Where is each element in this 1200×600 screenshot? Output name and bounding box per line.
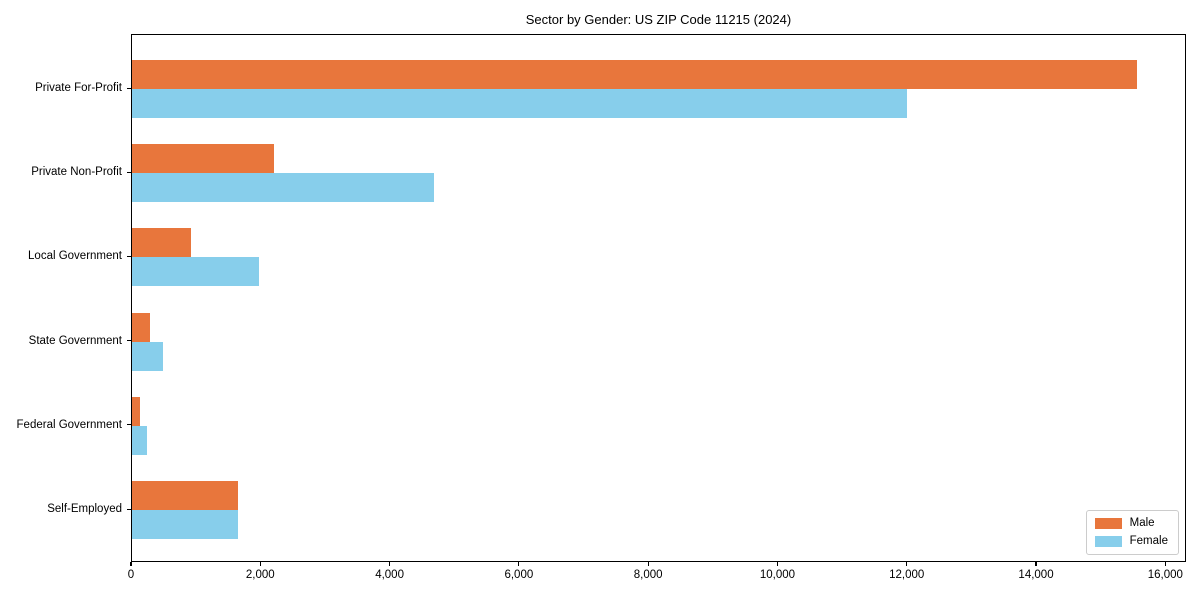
y-axis-label-local-government: Local Government xyxy=(28,250,122,263)
y-axis-label-private-for-profit: Private For-Profit xyxy=(35,82,122,94)
x-tick-label-0: 0 xyxy=(127,569,135,581)
x-tick-mark xyxy=(388,562,391,566)
legend: Male Female xyxy=(1085,510,1179,555)
x-tick-label-2000: 2,000 xyxy=(245,569,275,581)
x-tick-mark xyxy=(906,562,908,566)
x-tick-mark xyxy=(259,562,261,566)
x-tick-label-8000: 8,000 xyxy=(633,569,663,581)
bar-female-state-government xyxy=(132,341,163,371)
y-tick-mark xyxy=(127,340,131,342)
legend-swatch-female xyxy=(1094,536,1122,547)
legend-label-female: Female xyxy=(1129,535,1168,547)
chart-title: Sector by Gender: US ZIP Code 11215 (202… xyxy=(525,12,792,27)
bar-female-private-non-profit xyxy=(132,173,434,203)
x-tick-mark xyxy=(1164,562,1166,566)
x-tick-label-16000: 16,000 xyxy=(1147,569,1183,581)
y-axis-label-federal-government: Federal Government xyxy=(16,418,122,431)
x-tick-mark xyxy=(1035,562,1037,566)
bar-male-self-employed xyxy=(132,481,238,510)
x-tick-label-4000: 4,000 xyxy=(375,569,404,581)
plot-area: Male Female xyxy=(131,34,1186,562)
x-tick-label-6000: 6,000 xyxy=(504,569,534,581)
bar-female-local-government xyxy=(132,257,259,287)
y-tick-mark xyxy=(127,171,131,173)
bar-male-state-government xyxy=(132,312,151,342)
legend-swatch-male xyxy=(1094,518,1122,529)
legend-label-male: Male xyxy=(1129,517,1155,529)
x-tick-mark xyxy=(518,562,520,566)
x-tick-mark xyxy=(647,562,649,566)
y-axis-label-self-employed: Self-Employed xyxy=(47,503,122,515)
bar-male-private-for-profit xyxy=(132,60,1138,89)
y-axis-label-state-government: State Government xyxy=(28,334,122,347)
x-tick-label-14000: 14,000 xyxy=(1018,569,1054,581)
y-tick-mark xyxy=(127,508,131,510)
bar-male-federal-government xyxy=(132,396,140,426)
bar-female-self-employed xyxy=(132,510,238,539)
legend-entry-female: Female xyxy=(1094,535,1168,548)
y-tick-mark xyxy=(127,424,131,426)
x-tick-mark xyxy=(776,562,779,566)
y-tick-mark xyxy=(127,255,131,258)
x-tick-label-10000: 10,000 xyxy=(759,569,796,581)
legend-entry-male: Male xyxy=(1094,517,1168,530)
bar-male-local-government xyxy=(132,228,191,258)
bar-male-private-non-profit xyxy=(132,144,274,174)
bar-female-federal-government xyxy=(132,425,147,455)
x-tick-mark xyxy=(130,562,132,566)
bar-female-private-for-profit xyxy=(132,89,908,118)
x-tick-label-12000: 12,000 xyxy=(889,569,925,581)
y-axis-label-private-non-profit: Private Non-Profit xyxy=(31,166,122,179)
y-tick-mark xyxy=(127,87,131,89)
